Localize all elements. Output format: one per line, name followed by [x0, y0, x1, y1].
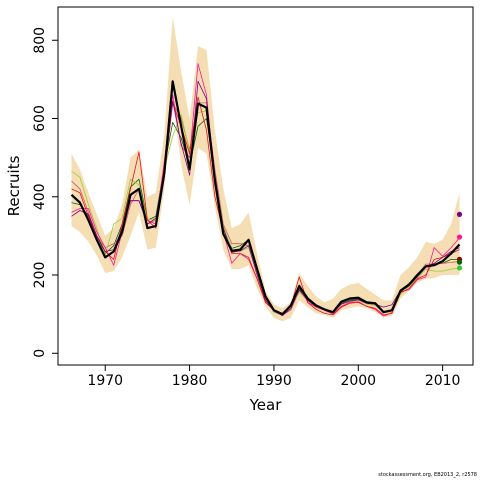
end-point-3	[456, 259, 463, 265]
x-axis: 1970 1980 1990 2000 2010	[87, 365, 460, 389]
end-point-0	[456, 211, 463, 217]
series-line-5	[71, 96, 460, 316]
x-tick-label: 1990	[256, 373, 292, 389]
y-tick-label: 0	[32, 349, 48, 358]
y-axis-title: Recruits	[5, 155, 23, 216]
footer-credit: stockassessment.org, EB2013_2, r2578	[378, 472, 477, 478]
x-tick-label: 1970	[87, 373, 123, 389]
end-points-layer	[456, 211, 463, 271]
y-tick-label: 800	[32, 27, 48, 54]
x-tick-label: 1980	[172, 373, 208, 389]
confidence-band-layer	[71, 16, 460, 322]
x-tick-label: 2010	[425, 373, 461, 389]
x-tick-label: 2000	[340, 373, 376, 389]
end-point-4	[456, 265, 463, 271]
x-axis-title: Year	[249, 396, 283, 414]
end-point-1	[456, 234, 463, 240]
y-tick-label: 200	[32, 262, 48, 289]
series-lines-layer	[70, 63, 461, 317]
series-line-main	[70, 80, 461, 316]
y-tick-label: 400	[32, 183, 48, 210]
y-tick-label: 600	[32, 105, 48, 132]
series-line-6	[71, 80, 460, 317]
confidence-band	[71, 16, 460, 322]
y-axis: 0 200 400 600 800	[32, 27, 58, 358]
plot-frame	[57, 6, 474, 366]
